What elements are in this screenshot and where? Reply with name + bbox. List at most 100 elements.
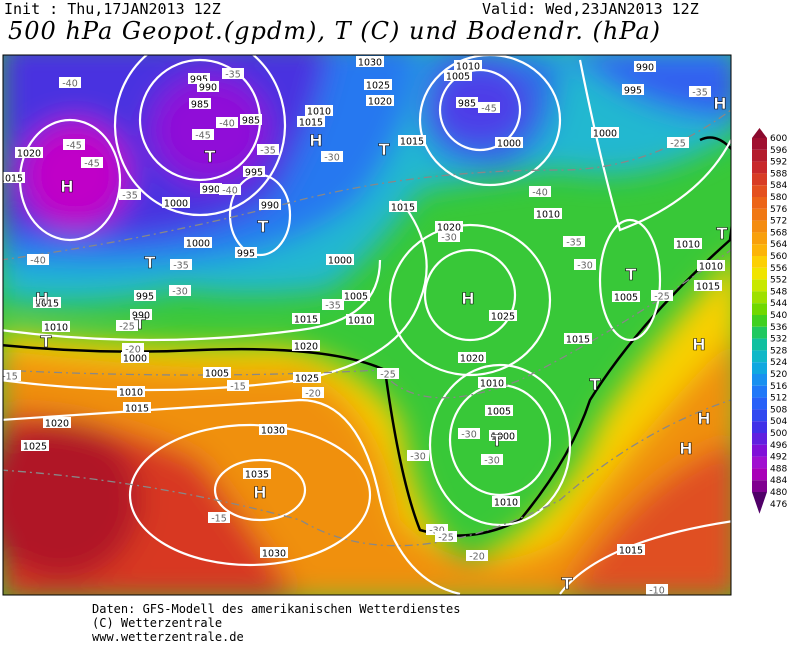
pressure-label: 1015 [294, 315, 318, 326]
temperature-label: -40 [222, 186, 238, 197]
temperature-label: -35 [692, 88, 708, 99]
colorbar-label: 488 [770, 464, 787, 474]
colorbar-label: 512 [770, 394, 787, 404]
temperature-label: -15 [211, 514, 227, 525]
colorbar-cell [752, 315, 767, 327]
pressure-label-box [259, 424, 287, 435]
temperature-label: -35 [225, 70, 241, 81]
temperature-label-box [651, 290, 673, 301]
colorbar-label: 496 [770, 441, 787, 451]
pressure-label: 1025 [23, 442, 47, 453]
colorbar-cell [752, 374, 767, 386]
pressure-label: 990 [202, 185, 220, 196]
colorbar-cell [752, 433, 767, 445]
pressure-label-box [292, 340, 320, 351]
pressure-label: 1015 [391, 203, 415, 214]
temperature-label: -45 [84, 159, 100, 170]
pressure-label: 1030 [358, 58, 382, 69]
pressure-label-box [15, 147, 43, 158]
pressure-label: 1010 [536, 210, 560, 221]
pressure-center: T [41, 332, 52, 351]
temperature-label: -35 [260, 146, 276, 157]
pressure-center: T [492, 431, 503, 450]
colorbar-cell [752, 256, 767, 268]
pressure-label-box [634, 61, 656, 72]
pressure-label-box [564, 333, 592, 344]
pressure-label-box [130, 309, 152, 320]
colorbar-label: 532 [770, 335, 787, 345]
pressure-center: H [461, 289, 474, 308]
colorbar-cell [752, 173, 767, 186]
colorbar-label: 544 [770, 299, 787, 309]
colorbar-cell [752, 149, 767, 162]
temperature-label: -25 [438, 533, 454, 544]
pressure-label: 1010 [119, 388, 143, 399]
pressure-label-box [260, 547, 288, 558]
pressure-label: 1020 [368, 97, 392, 108]
pressure-label: 1000 [328, 256, 352, 267]
pressure-label-box [243, 166, 265, 177]
colorbar-cell [752, 185, 767, 197]
colorbar-cell [752, 220, 767, 233]
pressure-label: 995 [245, 168, 263, 179]
pressure-center: T [145, 253, 156, 272]
colorbar-cell [752, 456, 767, 469]
pressure-label: 990 [199, 83, 217, 94]
pressure-center: H [713, 94, 726, 113]
pressure-label: 1015 [696, 282, 720, 293]
pressure-label: 1015 [566, 335, 590, 346]
temperature-label-box [481, 454, 503, 465]
temperature-label-box [81, 157, 103, 168]
temperature-label: -45 [195, 131, 211, 142]
pressure-label-box [398, 135, 426, 146]
temperature-label-box [466, 550, 488, 561]
map-frame [2, 54, 732, 596]
colorbar-label: 484 [770, 476, 787, 486]
pressure-label-box [134, 290, 156, 301]
pressure-label: 1035 [245, 470, 269, 481]
temperature-label: -25 [670, 139, 686, 150]
colorbar-cell [752, 244, 767, 256]
colorbar-label: 572 [770, 217, 787, 227]
colorbar-cell [752, 397, 767, 410]
colorbar-label: 524 [770, 358, 787, 368]
pressure-center: T [590, 375, 601, 394]
pressure-label-box [189, 98, 211, 109]
pressure-label-box [121, 352, 149, 363]
temperature-label: -15 [230, 382, 246, 393]
pressure-label-box [162, 197, 190, 208]
pressure-label-box [188, 73, 210, 84]
pressure-label-box [117, 386, 145, 397]
temperature-label: -25 [380, 370, 396, 381]
pressure-label: 1030 [262, 549, 286, 560]
temperature-label-box [478, 102, 500, 113]
pressure-label-box [42, 321, 70, 332]
field: 1030102510201010100599599098598599099599… [2, 55, 731, 595]
pressure-label: 1015 [125, 404, 149, 415]
valid-time: Valid: Wed,23JAN2013 12Z [482, 0, 699, 18]
pressure-label: 1000 [186, 239, 210, 250]
pressure-label-box [622, 84, 644, 95]
pressure-label-box [203, 367, 231, 378]
pressure-label-box [489, 430, 517, 441]
colorbar-cell [752, 468, 767, 481]
pressure-label-box [259, 199, 281, 210]
pressure-label-box [200, 183, 222, 194]
colorbar-label: 492 [770, 453, 787, 463]
temperature-label-box [208, 512, 230, 523]
colorbar-cell [752, 267, 767, 280]
colorbar-cell [752, 409, 767, 422]
pressure-label: 1010 [307, 107, 331, 118]
colorbar-label: 480 [770, 488, 787, 498]
pressure-label-box [458, 352, 486, 363]
pressure-center: T [205, 147, 216, 166]
temperature-label: -30 [484, 456, 500, 467]
colorbar-cell [752, 421, 767, 433]
pressure-label: 1000 [123, 354, 147, 365]
colorbar-label: 576 [770, 205, 787, 215]
temperature-label: -15 [2, 372, 18, 383]
colorbar-label: 564 [770, 240, 787, 250]
pressure-center: H [35, 289, 48, 308]
pressure-label: 1010 [456, 62, 480, 73]
temperature-label: -40 [30, 256, 46, 267]
